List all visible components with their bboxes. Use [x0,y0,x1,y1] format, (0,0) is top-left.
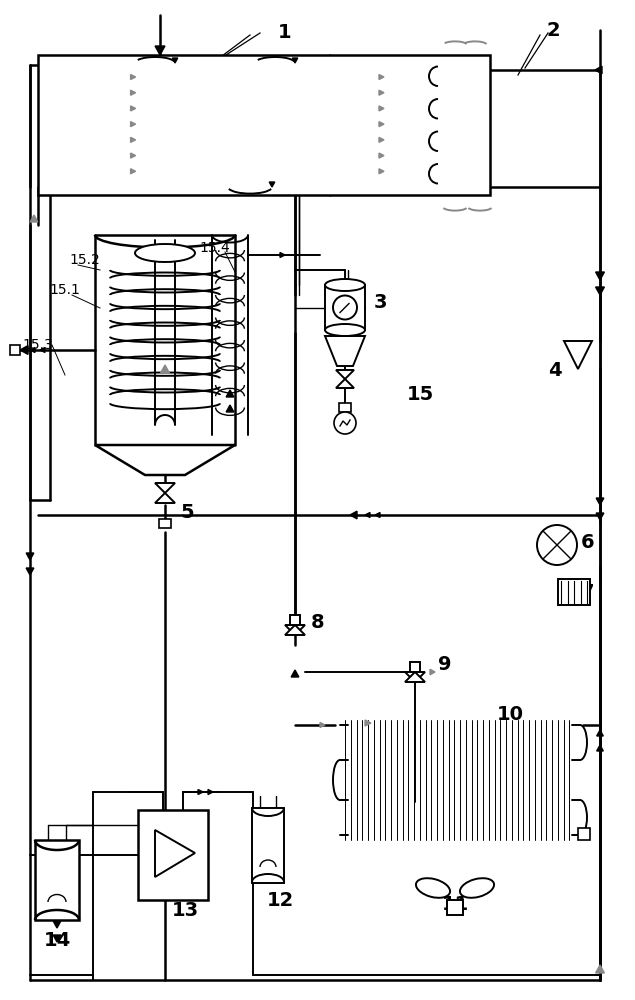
Polygon shape [131,106,136,111]
Polygon shape [131,90,136,95]
Polygon shape [597,730,603,736]
Bar [578,828,590,840]
Bar [410,662,420,672]
Text: 6: 6 [581,532,595,552]
Polygon shape [131,153,136,158]
Text: 1: 1 [278,22,292,41]
Polygon shape [405,672,425,682]
Ellipse shape [135,244,195,262]
Polygon shape [379,90,384,95]
Polygon shape [26,553,34,560]
Polygon shape [155,493,175,503]
Bar [447,900,463,915]
Polygon shape [320,722,325,728]
Circle shape [333,296,357,320]
Ellipse shape [416,878,450,898]
Polygon shape [155,46,165,55]
Bar [10,345,20,355]
Bar [325,285,365,330]
Ellipse shape [325,279,365,291]
Ellipse shape [325,324,365,336]
Polygon shape [269,182,275,187]
Text: 11: 11 [441,896,469,914]
Ellipse shape [460,878,494,898]
Text: 15.3: 15.3 [23,338,53,352]
Polygon shape [375,512,380,518]
Polygon shape [379,75,384,80]
Bar [159,519,171,528]
Text: 10: 10 [497,706,523,724]
Bar [558,579,590,605]
Polygon shape [596,965,605,973]
Polygon shape [131,169,136,174]
Polygon shape [40,348,45,353]
Polygon shape [20,346,28,354]
Polygon shape [53,935,61,942]
Polygon shape [596,287,605,295]
Text: 5: 5 [180,502,194,522]
Text: 13: 13 [171,900,199,920]
Text: 4: 4 [548,360,562,379]
Polygon shape [226,390,234,397]
Polygon shape [325,336,365,366]
Polygon shape [405,672,425,682]
Polygon shape [597,745,603,751]
Polygon shape [208,790,213,794]
Text: 15: 15 [406,385,434,404]
Bar [138,810,208,900]
Polygon shape [285,625,305,635]
Circle shape [537,525,577,565]
Text: 12: 12 [266,890,293,910]
Polygon shape [131,122,136,127]
Text: 8: 8 [311,612,325,632]
Polygon shape [564,341,592,369]
Polygon shape [596,513,604,520]
Polygon shape [595,66,602,74]
Polygon shape [198,790,203,794]
Polygon shape [379,137,384,142]
Polygon shape [53,921,61,928]
Bar [38,55,490,195]
Polygon shape [291,670,299,677]
Polygon shape [95,445,235,475]
Polygon shape [379,169,384,174]
Polygon shape [336,370,354,379]
Polygon shape [336,379,354,388]
Polygon shape [350,511,357,519]
Text: 15.1: 15.1 [50,283,81,297]
Bar [252,808,284,883]
Circle shape [334,412,356,434]
Text: 7: 7 [581,582,595,601]
Polygon shape [155,483,175,493]
Polygon shape [26,568,34,575]
Text: 15.4: 15.4 [199,241,231,255]
Polygon shape [30,215,38,222]
Polygon shape [365,720,371,726]
Text: 2: 2 [546,20,560,39]
Polygon shape [30,348,35,353]
Polygon shape [161,365,170,373]
Polygon shape [379,106,384,111]
Text: 3: 3 [373,292,387,312]
Polygon shape [172,58,178,63]
Bar [290,615,300,625]
Text: 15.2: 15.2 [70,253,100,267]
Polygon shape [155,830,195,877]
Polygon shape [226,405,234,412]
Polygon shape [280,252,285,257]
Polygon shape [430,669,435,675]
Text: 14: 14 [43,930,70,950]
Polygon shape [596,272,605,280]
Bar [35,840,79,920]
Polygon shape [379,122,384,127]
Polygon shape [596,498,604,505]
Polygon shape [131,75,136,80]
Polygon shape [285,625,305,635]
Polygon shape [365,512,370,518]
Polygon shape [379,153,384,158]
Bar [339,403,351,412]
Text: 9: 9 [438,656,451,674]
Polygon shape [131,137,136,142]
Polygon shape [292,58,298,63]
